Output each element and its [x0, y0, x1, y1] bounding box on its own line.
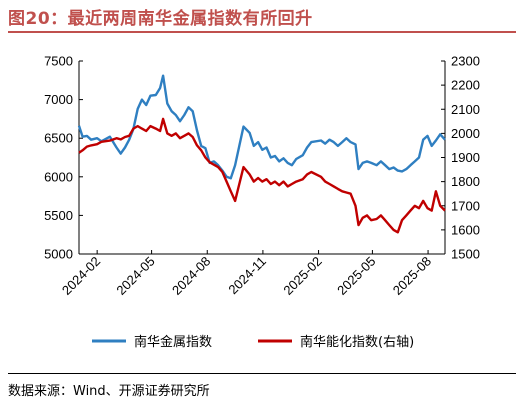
y-tick-label: 7000 — [44, 92, 73, 107]
chart-title: 图20：最近两周南华金属指数有所回升 — [8, 9, 313, 29]
y-tick-label: 7500 — [44, 54, 73, 69]
y-tick-label: 6500 — [44, 131, 73, 146]
y-tick-label: 5000 — [44, 247, 73, 262]
series-line-energy — [78, 117, 446, 234]
y2-tick-label: 1700 — [451, 198, 480, 213]
x-tick-label: 2025-08 — [390, 254, 434, 298]
y2-tick-label: 1900 — [451, 150, 480, 165]
x-tick-label: 2024-05 — [113, 254, 157, 298]
y2-tick-label: 2300 — [451, 54, 480, 69]
y2-tick-label: 1800 — [451, 174, 480, 189]
y-tick-label: 5500 — [44, 208, 73, 223]
y2-tick-label: 1500 — [451, 247, 480, 262]
legend: 南华金属指数 南华能化指数(右轴) — [92, 334, 414, 350]
y2-tick-label: 2000 — [451, 126, 480, 141]
series-line-metal — [77, 74, 446, 180]
y-tick-label: 6000 — [44, 169, 73, 184]
x-tick-label: 2024-11 — [225, 254, 269, 298]
y2-tick-label: 1600 — [451, 222, 480, 237]
series-lines — [77, 74, 446, 234]
y2-tick-label: 2200 — [451, 78, 480, 93]
y2-tick-label: 2100 — [451, 102, 480, 117]
x-tick-label: 2024-08 — [169, 254, 213, 298]
legend-label: 南华能化指数(右轴) — [300, 334, 414, 350]
x-tick-label: 2025-05 — [334, 254, 378, 298]
footer-divider — [8, 373, 516, 374]
x-tick-label: 2025-02 — [280, 254, 324, 298]
legend-label: 南华金属指数 — [134, 334, 212, 350]
source-note: 数据来源：Wind、开源证券研究所 — [8, 384, 210, 399]
title-underline — [8, 31, 516, 33]
axes: 5000 5500 6000 6500 7000 7500 1500 1600 1700 1800… — [44, 54, 480, 298]
